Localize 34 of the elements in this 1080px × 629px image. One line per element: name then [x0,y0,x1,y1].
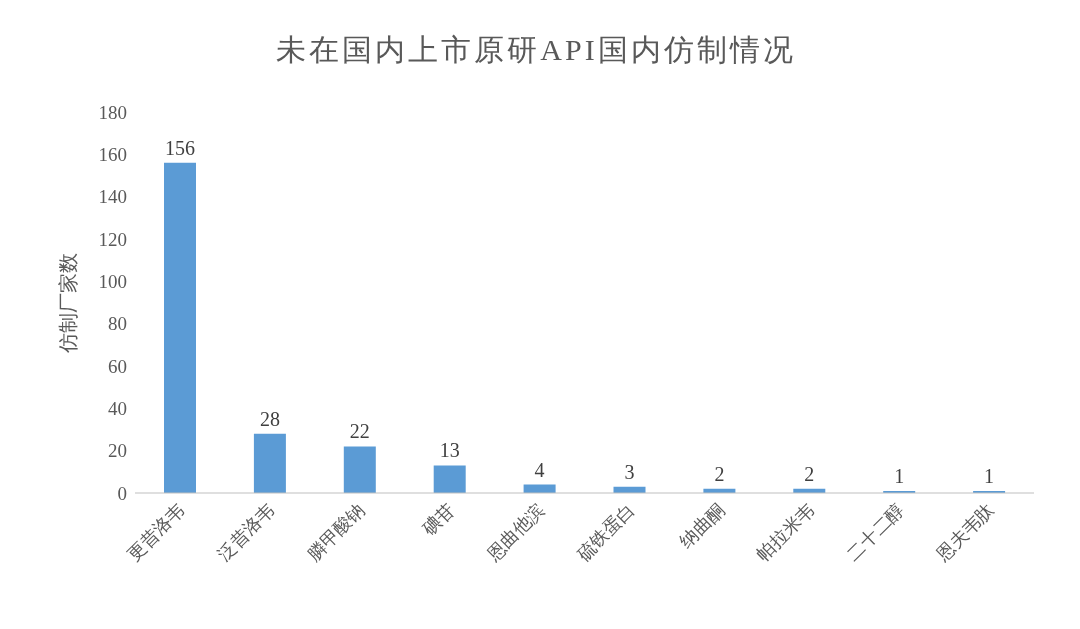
y-tick-label: 100 [98,271,127,293]
x-tick-label: 恩夫韦肽 [932,499,998,566]
x-tick-label: 纳曲酮 [675,499,729,553]
y-tick-label: 160 [98,144,127,166]
chart-title: 未在国内上市原研API国内仿制情况 [275,32,797,68]
bar [433,465,466,493]
y-tick-label: 120 [98,228,127,250]
y-tick-label: 40 [108,398,127,420]
x-tick-label: 泛昔洛韦 [213,499,279,565]
x-tick-label: 膦甲酸钠 [303,499,369,565]
y-tick-label: 180 [98,101,127,123]
x-tick-label: 碘苷 [418,499,459,540]
data-label: 28 [259,407,280,430]
data-label: 2 [714,462,725,485]
y-axis-title: 仿制厂家数 [57,252,80,354]
data-label: 156 [165,136,195,159]
y-tick-label: 20 [108,440,127,462]
data-label: 1 [894,464,905,487]
y-tick-label: 140 [98,186,127,208]
x-tick-label: 二十二醇 [842,499,908,565]
data-label: 1 [984,464,995,487]
bar [164,162,196,493]
data-label: 3 [624,460,635,483]
data-label: 2 [804,462,815,485]
data-label: 4 [534,458,545,481]
x-tick-label: 硫铁蛋白 [573,499,639,565]
y-tick-label: 80 [108,313,127,335]
x-tick-label: 帕拉米韦 [753,499,819,565]
x-tick-label: 恩曲他滨 [482,499,549,566]
bar [343,446,376,493]
data-label: 13 [439,439,460,462]
y-tick-label: 60 [108,355,127,377]
data-label: 22 [349,420,370,443]
bar [253,433,286,493]
